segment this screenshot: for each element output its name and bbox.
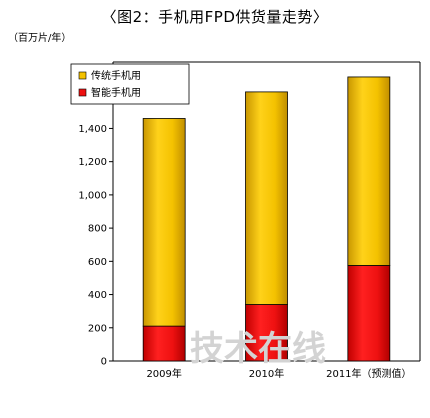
bar-segment-smart [245,304,288,362]
y-tick-label: 0 [101,357,107,368]
bar-segment-traditional [142,118,186,327]
x-tick-label: 2009年 [146,367,181,380]
legend-label: 智能手机用 [91,86,141,99]
y-tick-label: 1,400 [78,124,107,135]
bar-segment-smart [142,325,186,362]
watermark-text: 技术在线 [190,329,326,369]
y-tick-label: 1,200 [78,157,107,168]
x-tick-label: 2011年（预测值） [326,367,411,380]
y-tick-label: 600 [88,257,107,268]
y-tick-label: 200 [88,323,107,334]
bar-segment-smart [347,265,391,362]
bar-segment-traditional [347,76,391,266]
legend-swatch [78,71,87,80]
y-tick-label: 1,000 [78,190,107,201]
y-tick-label: 400 [88,290,107,301]
unit-label: （百万片/年） [8,33,72,44]
legend-box [70,63,190,105]
chart-title: 〈图2：手机用FPD供货量走势〉 [101,8,329,26]
legend-label: 传统手机用 [91,69,141,82]
x-tick-label: 2010年 [249,367,284,380]
y-tick-label: 800 [88,224,107,235]
legend-swatch [78,88,87,97]
bars [142,76,391,362]
bar-segment-traditional [245,91,288,305]
